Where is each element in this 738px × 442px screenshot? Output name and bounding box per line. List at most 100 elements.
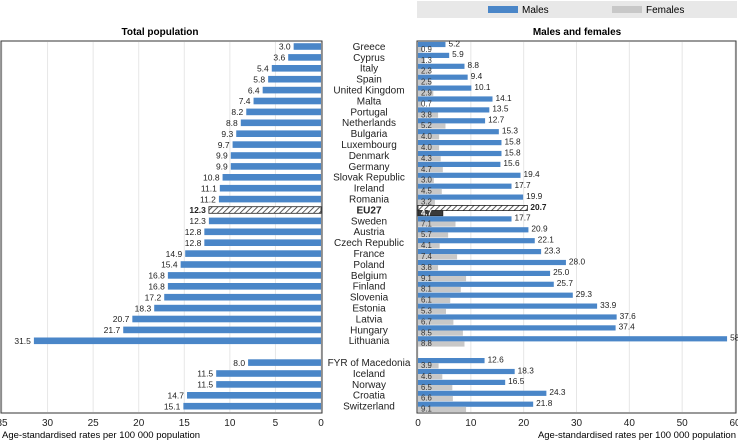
male-value-label: 22.1 bbox=[538, 235, 555, 245]
right-bars: 5.2 0.9 5.9 1.3 8.8 2.3 9.4 2.5 10.1 2.9 14.1 0.7 13… bbox=[417, 38, 738, 414]
male-value-label: 14.1 bbox=[495, 93, 512, 103]
male-value-label: 29.3 bbox=[576, 289, 593, 299]
male-value-label: 17.7 bbox=[515, 213, 532, 223]
category-label: EU27 bbox=[356, 205, 381, 216]
female-value-label: 1.3 bbox=[421, 56, 432, 65]
male-value-label: 13.5 bbox=[492, 104, 509, 114]
left-tick-label: 25 bbox=[88, 418, 100, 429]
male-value-label: 5.9 bbox=[452, 49, 464, 59]
male-value-label: 37.6 bbox=[620, 311, 637, 321]
category-label: Austria bbox=[353, 227, 385, 238]
male-bar-poland bbox=[418, 259, 566, 266]
female-value-label: 3.2 bbox=[421, 198, 432, 207]
male-value-label: 15.6 bbox=[503, 158, 520, 168]
right-tick-label: 40 bbox=[624, 418, 636, 429]
female-bar-poland bbox=[418, 265, 439, 271]
female-bar-slovenia bbox=[418, 297, 451, 303]
female-value-label: 3.8 bbox=[421, 110, 432, 119]
left-value-label: 9.9 bbox=[216, 151, 228, 161]
male-bar-belgium bbox=[418, 270, 551, 276]
female-bar-ireland bbox=[418, 188, 442, 194]
female-value-label: 9.1 bbox=[421, 274, 432, 283]
left-bar-united-kingdom bbox=[262, 86, 321, 94]
category-label: Sweden bbox=[351, 216, 387, 227]
left-value-label: 21.7 bbox=[104, 325, 121, 335]
male-bar-luxembourg bbox=[418, 140, 502, 146]
female-value-label: 5.7 bbox=[421, 230, 432, 239]
left-bar-switzerland bbox=[183, 402, 321, 410]
left-value-label: 11.5 bbox=[197, 380, 213, 390]
left-bar-finland bbox=[167, 283, 321, 290]
male-bar-netherlands bbox=[418, 118, 486, 124]
left-value-label: 15.4 bbox=[161, 260, 178, 270]
legend-swatch-males bbox=[488, 6, 518, 13]
male-bar-ireland bbox=[418, 183, 512, 189]
category-label: Belgium bbox=[351, 271, 387, 282]
left-value-label: 14.7 bbox=[167, 391, 184, 401]
female-value-label: 9.1 bbox=[421, 405, 432, 414]
female-bar-austria bbox=[418, 232, 449, 238]
female-value-label: 5.3 bbox=[421, 307, 432, 316]
left-value-label: 14.9 bbox=[166, 249, 183, 259]
female-value-label: 4.7 bbox=[421, 208, 432, 217]
left-bar-netherlands bbox=[240, 119, 321, 127]
left-bar-lithuania bbox=[33, 337, 322, 345]
left-tick-label: 0 bbox=[318, 418, 324, 429]
female-value-label: 4.0 bbox=[421, 143, 433, 152]
category-label: Ireland bbox=[354, 184, 385, 195]
left-value-label: 8.2 bbox=[231, 107, 243, 117]
male-bar-austria bbox=[418, 227, 529, 233]
female-bar-norway bbox=[418, 385, 453, 391]
female-bar-romania bbox=[418, 199, 435, 205]
male-bar-sweden bbox=[418, 216, 512, 222]
left-bar-spain bbox=[268, 75, 321, 83]
female-value-label: 4.7 bbox=[421, 165, 432, 174]
left-bar-slovenia bbox=[164, 293, 321, 301]
male-value-label: 17.7 bbox=[515, 180, 532, 190]
category-label: Malta bbox=[357, 96, 382, 107]
category-label: Norway bbox=[352, 380, 386, 391]
male-value-label: 20.7 bbox=[530, 202, 547, 212]
left-bar-italy bbox=[271, 65, 321, 72]
male-bar-romania bbox=[418, 194, 524, 200]
category-label: France bbox=[353, 249, 385, 260]
male-bar-slovak-republic bbox=[418, 172, 521, 178]
male-value-label: 25.0 bbox=[553, 267, 570, 277]
left-bar-germany bbox=[230, 163, 321, 170]
left-tick-label: 20 bbox=[133, 418, 145, 429]
legend-box bbox=[417, 1, 737, 18]
left-tick-label: 15 bbox=[179, 418, 191, 429]
left-panel-title: Total population bbox=[121, 27, 198, 38]
female-bar-estonia bbox=[418, 308, 447, 314]
left-bar-norway bbox=[216, 381, 321, 388]
male-bar-portugal bbox=[418, 107, 490, 113]
left-value-label: 12.8 bbox=[185, 238, 202, 248]
female-bar-italy bbox=[418, 68, 431, 75]
left-value-label: 8.8 bbox=[226, 118, 238, 128]
left-tick-labels: 35 30 25 20 15 10 5 0 bbox=[0, 418, 324, 429]
male-bar-slovenia bbox=[418, 292, 573, 298]
right-tick-label: 60 bbox=[729, 418, 738, 429]
female-bar-iceland bbox=[418, 374, 443, 380]
male-value-label: 18.3 bbox=[518, 365, 535, 375]
category-label: Hungary bbox=[350, 325, 388, 336]
male-bar-iceland bbox=[418, 368, 515, 375]
female-bar-germany bbox=[418, 167, 443, 173]
male-value-label: 33.9 bbox=[600, 300, 617, 310]
male-bar-cyprus bbox=[418, 52, 450, 58]
female-bar-switzerland bbox=[418, 406, 467, 412]
male-bar-switzerland bbox=[418, 401, 534, 407]
male-value-label: 24.3 bbox=[549, 387, 566, 397]
legend-label-females: Females bbox=[646, 5, 684, 16]
male-value-label: 12.7 bbox=[488, 115, 505, 125]
category-label: United Kingdom bbox=[333, 86, 404, 97]
left-value-label: 10.8 bbox=[203, 173, 220, 183]
right-tick-label: 50 bbox=[677, 418, 689, 429]
category-label: Spain bbox=[356, 75, 382, 86]
male-bar-france bbox=[418, 249, 542, 255]
category-label: Slovenia bbox=[350, 293, 389, 304]
left-value-label: 3.0 bbox=[279, 42, 291, 52]
female-bar-lithuania bbox=[418, 341, 465, 347]
